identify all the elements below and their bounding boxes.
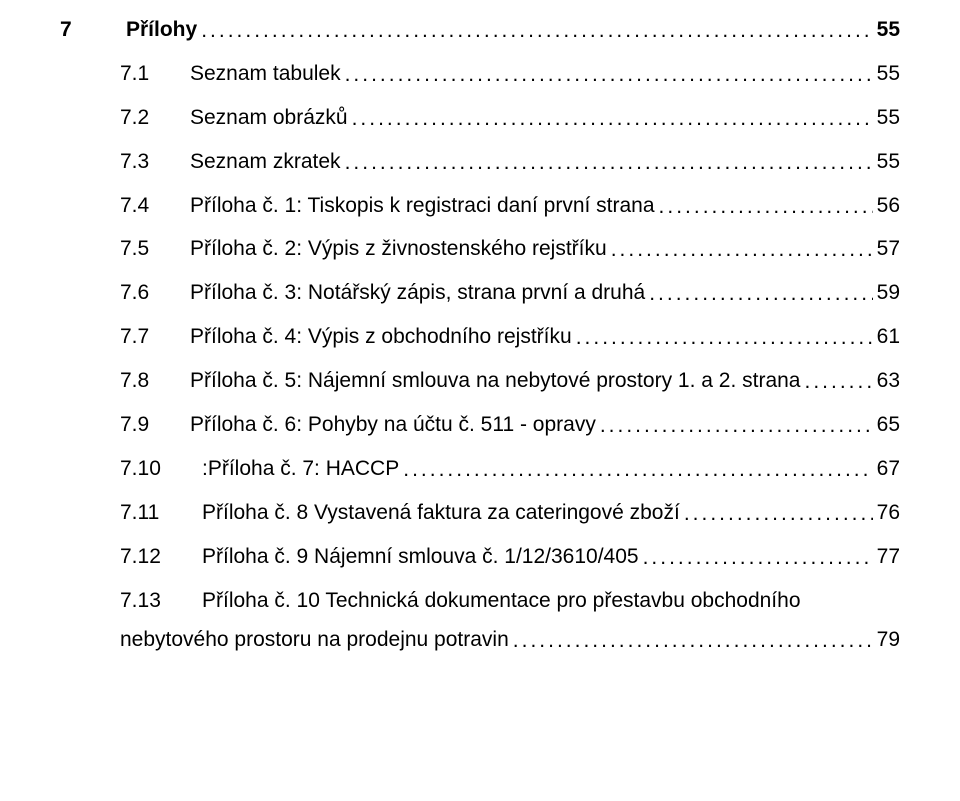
toc-leader-dots <box>643 538 873 578</box>
toc-title: Příloha č. 6: Pohyby na účtu č. 511 - op… <box>190 405 600 445</box>
toc-number: 7.7 <box>120 317 190 357</box>
toc-entry: 7.7Příloha č. 4: Výpis z obchodního rejs… <box>120 317 900 357</box>
toc-entry: 7.2Seznam obrázků 55 <box>120 98 900 138</box>
toc-title-line2: nebytového prostoru na prodejnu potravin <box>60 620 513 660</box>
toc-leader-dots <box>684 494 873 534</box>
toc-page: 55 <box>873 98 900 138</box>
toc-leader-dots <box>649 274 872 314</box>
toc-title: Seznam obrázků <box>190 98 352 138</box>
toc-title: Příloha č. 1: Tiskopis k registraci daní… <box>190 186 659 226</box>
toc-entry: 7.5Příloha č. 2: Výpis z živnostenského … <box>120 229 900 269</box>
toc-page: 65 <box>873 405 900 445</box>
toc-entry: 7.8Příloha č. 5: Nájemní smlouva na neby… <box>120 361 900 401</box>
toc-title: Příloha č. 4: Výpis z obchodního rejstří… <box>190 317 576 357</box>
toc-entry: 7.9Příloha č. 6: Pohyby na účtu č. 511 -… <box>120 405 900 445</box>
toc-number: 7.6 <box>120 273 190 313</box>
toc-section: 7Přílohy 55 <box>60 10 900 50</box>
toc-entry: 7.1Seznam tabulek 55 <box>120 54 900 94</box>
toc-number: 7.10 <box>120 449 202 489</box>
toc-page: 55 <box>873 142 900 182</box>
toc-title: Přílohy <box>126 10 201 50</box>
toc-page: 63 <box>873 361 900 401</box>
toc-leader-dots <box>600 406 873 446</box>
toc-entry: 7.6Příloha č. 3: Notářský zápis, strana … <box>120 273 900 313</box>
toc-title: :Příloha č. 7: HACCP <box>202 449 403 489</box>
toc-number: 7.2 <box>120 98 190 138</box>
toc-leader-dots <box>403 450 872 490</box>
toc-entry-wrap-line2: nebytového prostoru na prodejnu potravin… <box>60 620 900 660</box>
toc-number: 7.5 <box>120 229 190 269</box>
toc-entry-wrap-line1: 7.13Příloha č. 10 Technická dokumentace … <box>120 581 900 621</box>
toc-title: Příloha č. 2: Výpis z živnostenského rej… <box>190 229 611 269</box>
toc-leader-dots <box>513 621 873 661</box>
toc-number: 7 <box>60 10 126 50</box>
toc-page: 55 <box>873 10 900 50</box>
toc-container: 7Přílohy557.1Seznam tabulek557.2Seznam o… <box>60 10 900 660</box>
toc-title: Příloha č. 9 Nájemní smlouva č. 1/12/361… <box>202 537 643 577</box>
toc-page: 61 <box>873 317 900 357</box>
toc-leader-dots <box>352 99 873 139</box>
toc-title-line1: Příloha č. 10 Technická dokumentace pro … <box>202 589 801 612</box>
toc-leader-dots <box>576 318 873 358</box>
toc-title: Příloha č. 3: Notářský zápis, strana prv… <box>190 273 649 313</box>
toc-entry: 7.11Příloha č. 8 Vystavená faktura za ca… <box>120 493 900 533</box>
toc-number: 7.4 <box>120 186 190 226</box>
toc-title: Příloha č. 5: Nájemní smlouva na nebytov… <box>190 361 804 401</box>
toc-leader-dots <box>345 55 873 95</box>
toc-page: 59 <box>873 273 900 313</box>
toc-number: 7.9 <box>120 405 190 445</box>
toc-title: Příloha č. 8 Vystavená faktura za cateri… <box>202 493 684 533</box>
toc-entry: 7.3Seznam zkratek 55 <box>120 142 900 182</box>
toc-entry: 7.10:Příloha č. 7: HACCP 67 <box>120 449 900 489</box>
toc-number: 7.12 <box>120 537 202 577</box>
toc-leader-dots <box>804 362 872 402</box>
toc-page: 67 <box>873 449 900 489</box>
toc-page: 57 <box>873 229 900 269</box>
toc-number: 7.1 <box>120 54 190 94</box>
toc-title: Seznam zkratek <box>190 142 345 182</box>
toc-page: 76 <box>873 493 900 533</box>
toc-number: 7.3 <box>120 142 190 182</box>
toc-entry: 7.12Příloha č. 9 Nájemní smlouva č. 1/12… <box>120 537 900 577</box>
toc-leader-dots <box>201 11 872 51</box>
toc-number: 7.13 <box>120 581 202 621</box>
toc-number: 7.11 <box>120 493 202 533</box>
toc-page: 77 <box>873 537 900 577</box>
toc-entry: 7.4Příloha č. 1: Tiskopis k registraci d… <box>120 186 900 226</box>
toc-page: 56 <box>873 186 900 226</box>
toc-leader-dots <box>659 187 873 227</box>
toc-title: Seznam tabulek <box>190 54 345 94</box>
toc-number: 7.8 <box>120 361 190 401</box>
toc-page: 55 <box>873 54 900 94</box>
toc-leader-dots <box>345 143 873 183</box>
toc-leader-dots <box>611 230 873 270</box>
toc-page: 79 <box>873 620 900 660</box>
